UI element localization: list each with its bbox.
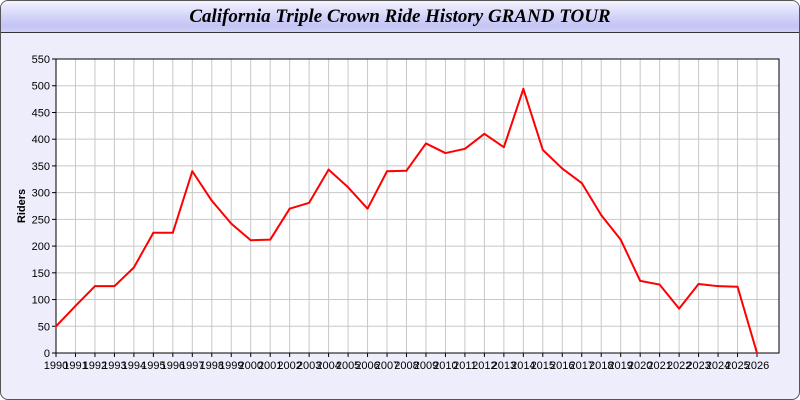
data-point bbox=[619, 238, 622, 241]
x-tick-label: 1996 bbox=[161, 360, 185, 372]
x-tick-label: 2024 bbox=[706, 360, 730, 372]
data-point bbox=[522, 87, 525, 90]
x-tick-label: 2025 bbox=[725, 360, 749, 372]
x-tick-label: 2020 bbox=[628, 360, 652, 372]
x-tick-label: 1999 bbox=[219, 360, 243, 372]
y-tick-label: 350 bbox=[32, 161, 50, 173]
x-tick-label: 2015 bbox=[531, 360, 555, 372]
data-point bbox=[736, 285, 739, 288]
y-axis-label: Riders bbox=[16, 189, 28, 223]
y-tick-label: 50 bbox=[38, 321, 50, 333]
x-tick-label: 2006 bbox=[355, 360, 379, 372]
y-tick-label: 550 bbox=[32, 54, 50, 66]
y-tick-label: 0 bbox=[44, 348, 50, 360]
x-tick-label: 2008 bbox=[394, 360, 418, 372]
data-point bbox=[424, 142, 427, 145]
title-bar: California Triple Crown Ride History GRA… bbox=[1, 1, 799, 33]
plot-border bbox=[55, 58, 780, 354]
x-tick-label: 2010 bbox=[433, 360, 457, 372]
data-point bbox=[580, 182, 583, 185]
data-point bbox=[171, 231, 174, 234]
data-point bbox=[308, 201, 311, 204]
x-tick-label: 2003 bbox=[297, 360, 321, 372]
data-point bbox=[756, 352, 758, 354]
data-point bbox=[600, 214, 603, 217]
x-tick-label: 2017 bbox=[570, 360, 594, 372]
data-point bbox=[347, 186, 350, 189]
x-tick-label: 1998 bbox=[200, 360, 224, 372]
y-tick-label: 300 bbox=[32, 188, 50, 200]
x-tick-label: 2004 bbox=[316, 360, 340, 372]
x-tick-label: 2001 bbox=[258, 360, 282, 372]
x-tick-label: 1993 bbox=[102, 360, 126, 372]
data-point bbox=[405, 169, 408, 172]
data-point bbox=[210, 199, 213, 202]
data-point bbox=[74, 304, 77, 307]
x-tick-label: 2002 bbox=[277, 360, 301, 372]
data-point bbox=[93, 285, 96, 288]
x-tick-label: 2019 bbox=[608, 360, 632, 372]
data-point bbox=[561, 167, 564, 170]
y-tick-label: 100 bbox=[32, 295, 50, 307]
data-point bbox=[697, 283, 700, 286]
data-point bbox=[269, 238, 272, 241]
x-tick-label: 2009 bbox=[414, 360, 438, 372]
data-point bbox=[502, 146, 505, 149]
plot-area bbox=[56, 59, 779, 353]
data-point bbox=[483, 132, 486, 135]
x-tick-label: 2021 bbox=[647, 360, 671, 372]
data-point bbox=[327, 168, 330, 171]
data-point bbox=[366, 207, 369, 210]
data-point bbox=[463, 147, 466, 150]
data-point bbox=[132, 266, 135, 269]
data-point bbox=[55, 325, 57, 328]
data-point bbox=[444, 152, 447, 155]
y-tick-label: 250 bbox=[32, 214, 50, 226]
data-point bbox=[288, 207, 291, 210]
y-tick-label: 150 bbox=[32, 268, 50, 280]
x-tick-label: 2022 bbox=[667, 360, 691, 372]
x-tick-label: 2007 bbox=[375, 360, 399, 372]
data-point bbox=[191, 170, 194, 173]
data-point bbox=[678, 307, 681, 310]
x-tick-label: 2005 bbox=[336, 360, 360, 372]
data-point bbox=[541, 148, 544, 151]
x-tick-label: 2011 bbox=[453, 360, 477, 372]
data-point bbox=[230, 222, 233, 225]
data-point bbox=[658, 283, 661, 286]
y-tick-label: 200 bbox=[32, 241, 50, 253]
data-point bbox=[152, 231, 155, 234]
x-tick-label: 2013 bbox=[492, 360, 516, 372]
x-tick-label: 2016 bbox=[550, 360, 574, 372]
data-point bbox=[249, 239, 252, 242]
x-tick-label: 2023 bbox=[686, 360, 710, 372]
x-tick-label: 2026 bbox=[745, 360, 769, 372]
x-tick-label: 1997 bbox=[180, 360, 204, 372]
data-point bbox=[113, 285, 116, 288]
x-tick-label: 1992 bbox=[83, 360, 107, 372]
x-tick-label: 2012 bbox=[472, 360, 496, 372]
x-tick-label: 1995 bbox=[141, 360, 165, 372]
x-tick-label: 2018 bbox=[589, 360, 613, 372]
y-tick-label: 450 bbox=[32, 107, 50, 119]
x-tick-label: 2014 bbox=[511, 360, 535, 372]
data-point bbox=[717, 285, 720, 288]
y-tick-label: 400 bbox=[32, 134, 50, 146]
x-tick-label: 1990 bbox=[44, 360, 68, 372]
data-point bbox=[386, 170, 389, 173]
chart-title: California Triple Crown Ride History GRA… bbox=[189, 6, 611, 27]
x-tick-label: 1991 bbox=[63, 360, 87, 372]
y-tick-label: 500 bbox=[32, 81, 50, 93]
data-point bbox=[639, 279, 642, 282]
x-tick-label: 1994 bbox=[122, 360, 146, 372]
x-tick-label: 2000 bbox=[238, 360, 262, 372]
